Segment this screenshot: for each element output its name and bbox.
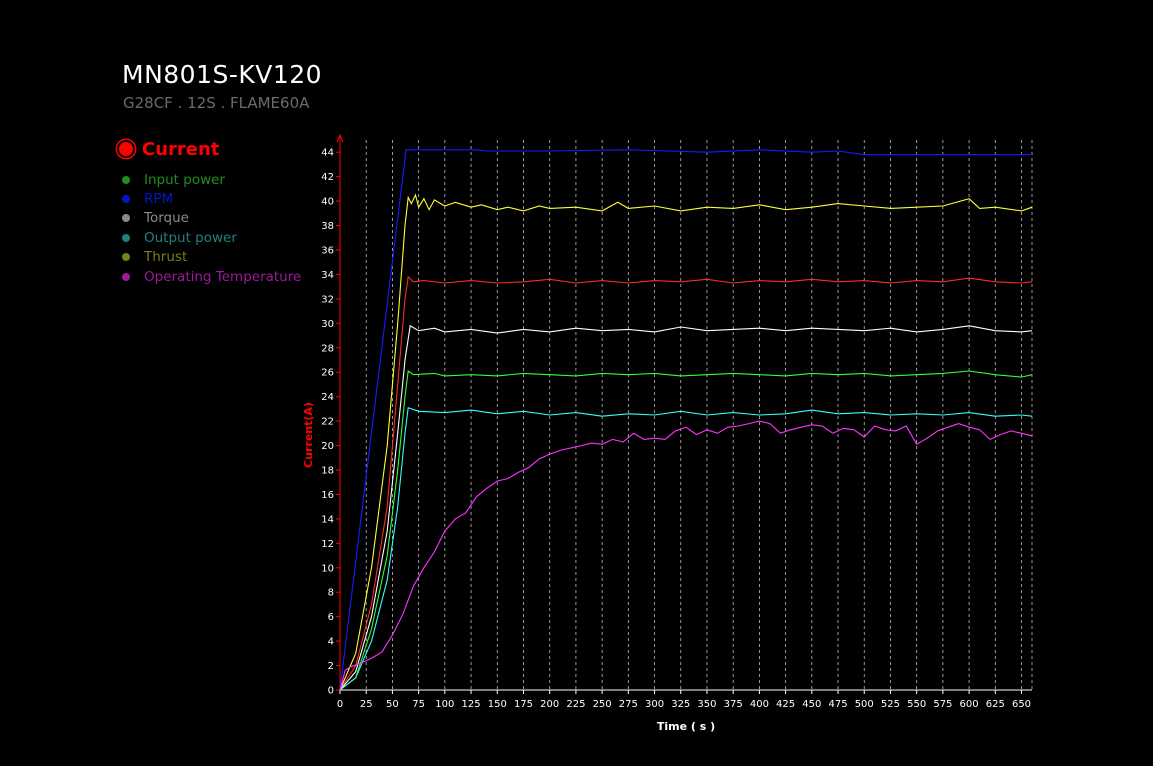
x-tick-label: 425 [776, 699, 795, 710]
x-tick-label: 450 [802, 699, 821, 710]
y-tick-label: 16 [321, 490, 334, 501]
series-line-1 [339, 193, 1033, 691]
y-tick-label: 4 [328, 637, 334, 648]
x-tick-label: 225 [566, 699, 585, 710]
x-tick-label: 125 [462, 699, 481, 710]
y-tick-label: 6 [328, 612, 334, 623]
y-tick-label: 24 [321, 392, 334, 403]
x-tick-label: 50 [386, 699, 399, 710]
legend-dot-icon [122, 214, 130, 223]
y-tick-label: 34 [321, 270, 334, 281]
legend-label: Thrust [144, 249, 188, 266]
x-tick-label: 150 [488, 699, 507, 710]
y-tick-label: 26 [321, 368, 334, 379]
y-tick-label: 10 [321, 563, 334, 574]
y-tick-label: 44 [321, 148, 334, 159]
series-line-3 [339, 324, 1033, 691]
series-line-5 [339, 406, 1033, 691]
x-tick-label: 600 [960, 699, 979, 710]
y-tick-label: 8 [328, 588, 334, 599]
legend-item-rpm[interactable]: RPM [116, 189, 301, 208]
x-tick-label: 275 [619, 699, 638, 710]
x-tick-label: 200 [540, 699, 559, 710]
legend-dot-icon [122, 272, 130, 281]
legend-label: Output power [144, 229, 237, 246]
x-tick-label: 575 [933, 699, 952, 710]
x-tick-label: 75 [412, 699, 425, 710]
series-line-2 [339, 275, 1033, 691]
legend-dot-icon [122, 175, 130, 184]
x-tick-label: 100 [435, 699, 454, 710]
x-tick-label: 525 [881, 699, 900, 710]
y-tick-label: 42 [321, 172, 334, 183]
x-tick-label: 250 [593, 699, 612, 710]
x-axis-label: Time ( s ) [657, 720, 715, 733]
legend-label-current: Current [142, 138, 220, 160]
y-tick-label: 36 [321, 246, 334, 257]
y-axis-arrow-icon [336, 133, 344, 143]
legend-label: Torque [144, 210, 189, 227]
x-tick-label: 500 [855, 699, 874, 710]
legend-label: RPM [144, 191, 174, 208]
legend-label: Operating Temperature [144, 268, 302, 285]
series-line-6 [339, 420, 1033, 691]
y-tick-label: 32 [321, 294, 334, 305]
legend-item-output-power[interactable]: Output power [116, 228, 301, 247]
y-axis-label: Current(A) [302, 402, 315, 468]
x-tick-label: 300 [645, 699, 664, 710]
series-line-4 [339, 370, 1033, 691]
y-tick-label: 40 [321, 197, 334, 208]
x-tick-label: 325 [671, 699, 690, 710]
x-tick-label: 625 [986, 699, 1005, 710]
x-tick-label: 650 [1012, 699, 1031, 710]
legend-dot-icon [122, 253, 130, 262]
x-tick-label: 25 [360, 699, 373, 710]
legend-item-thrust[interactable]: Thrust [116, 248, 301, 267]
legend-item-operating-temperature[interactable]: Operating Temperature [116, 267, 301, 286]
y-tick-label: 38 [321, 221, 334, 232]
y-tick-label: 12 [321, 539, 334, 550]
y-tick-label: 30 [321, 319, 334, 330]
legend: Current Input power RPM Torque Output power… [116, 136, 301, 286]
x-tick-label: 175 [514, 699, 533, 710]
x-tick-label: 475 [828, 699, 847, 710]
x-tick-label: 375 [724, 699, 743, 710]
y-tick-label: 22 [321, 417, 334, 428]
legend-label: Input power [144, 171, 225, 188]
y-tick-label: 14 [321, 514, 334, 525]
legend-dot-icon [122, 233, 130, 242]
legend-item-input-power[interactable]: Input power [116, 170, 301, 189]
y-tick-label: 2 [328, 661, 334, 672]
x-tick-label: 400 [750, 699, 769, 710]
chart-title: MN801S-KV120 [122, 60, 323, 89]
legend-dot-icon [122, 195, 130, 204]
y-tick-label: 28 [321, 343, 334, 354]
y-tick-label: 18 [321, 466, 334, 477]
x-tick-label: 550 [907, 699, 926, 710]
legend-item-torque[interactable]: Torque [116, 209, 301, 228]
series-line-0 [339, 149, 1032, 691]
x-tick-label: 350 [697, 699, 716, 710]
legend-item-current[interactable]: Current [116, 136, 301, 162]
y-tick-label: 20 [321, 441, 334, 452]
y-tick-label: 0 [328, 686, 334, 697]
x-tick-label: 0 [337, 699, 343, 710]
selected-dot-icon [119, 142, 133, 156]
chart-subtitle: G28CF . 12S . FLAME60A [123, 94, 310, 112]
